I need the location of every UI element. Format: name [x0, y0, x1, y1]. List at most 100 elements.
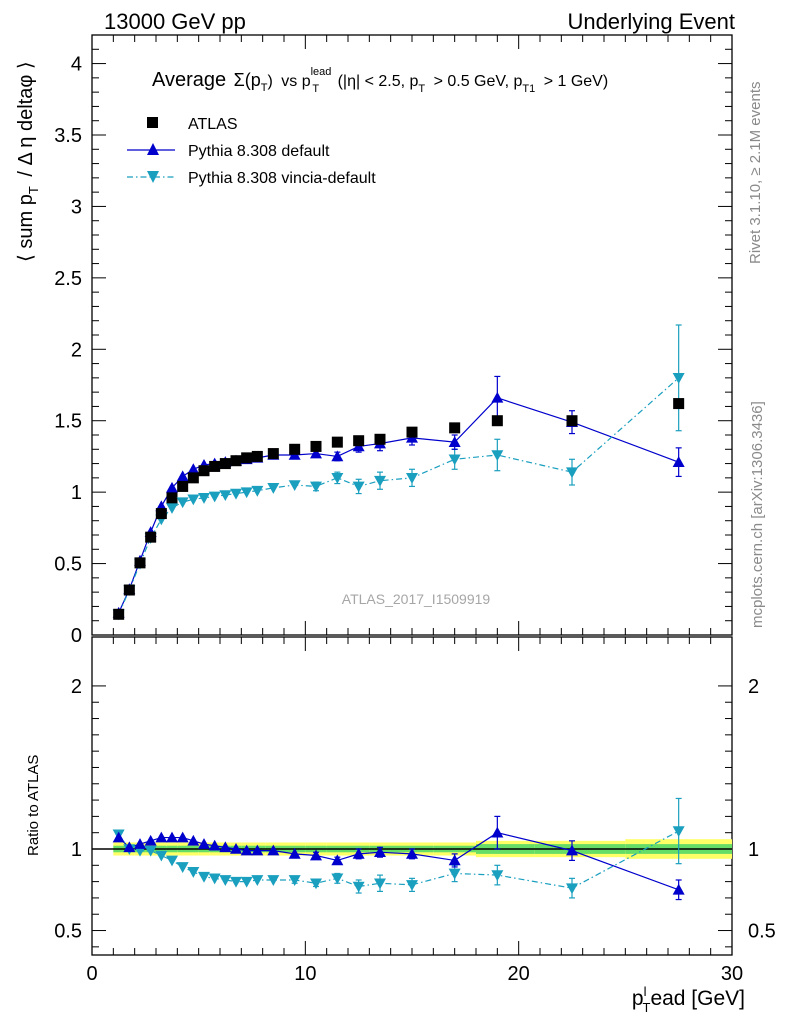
x-label-main: p: [632, 987, 644, 1010]
title-cuts: (|η| < 2.5, p: [338, 73, 419, 90]
vincia-ratio-point: [406, 880, 418, 891]
atlas-point: [289, 443, 301, 455]
vincia-ratio-point: [230, 876, 242, 888]
default-ratio-point: [230, 843, 242, 854]
default-ratio-point: [448, 854, 461, 866]
vincia-ratio-point: [176, 862, 189, 873]
legend-label-default: Pythia 8.308 default: [188, 143, 330, 160]
ratio-tick-label-left: 0.5: [54, 921, 82, 943]
legend-label-vincia: Pythia 8.308 vincia-default: [188, 170, 376, 187]
vincia-point: [448, 454, 461, 466]
default-point: [491, 391, 504, 403]
title-lead-sub: T: [312, 83, 319, 95]
default-ratio-point: [219, 841, 232, 853]
atlas-point: [209, 460, 221, 472]
vincia-point: [288, 480, 301, 491]
default-ratio-point: [288, 847, 301, 859]
title-cut2-val: > 1 GeV): [544, 73, 608, 90]
atlas-point: [177, 480, 189, 492]
y-tick-label: 4: [71, 54, 82, 76]
default-point: [310, 447, 322, 459]
title-cut1-val: > 0.5 GeV, p: [434, 73, 523, 90]
atlas-point: [113, 608, 125, 620]
vincia-ratio-point: [208, 873, 221, 885]
default-ratio-point: [198, 838, 210, 849]
default-ratio-point: [144, 834, 157, 846]
vincia-point: [374, 475, 386, 487]
vincia-ratio-point: [288, 875, 301, 886]
atlas-point: [267, 448, 279, 460]
vincia-ratio-point: [219, 875, 232, 886]
y-tick-label: 2.5: [54, 268, 82, 290]
main-data-marks: [112, 324, 685, 621]
mcplots-label: mcplots.cern.ch [arXiv:1306.3436]: [749, 401, 766, 628]
vincia-point: [566, 467, 578, 479]
y-tick-label: 3: [71, 196, 82, 218]
legend-marker-atlas: [147, 117, 158, 128]
vincia-point: [267, 483, 280, 494]
vincia-ratio-point: [672, 826, 685, 838]
vincia-point: [187, 494, 200, 506]
atlas-point: [241, 452, 253, 464]
y-label-post: / Δ η deltaφ ⟩: [15, 61, 37, 176]
atlas-point: [187, 472, 199, 484]
default-point: [187, 463, 200, 475]
title-lead-sup: lead: [311, 66, 332, 78]
x-tick-label: 20: [508, 963, 530, 985]
default-ratio-point: [112, 831, 125, 843]
default-point: [448, 436, 461, 447]
vincia-ratio-point: [166, 855, 178, 867]
atlas-point: [331, 436, 343, 448]
ratio-tick-label-right: 2: [748, 676, 759, 698]
atlas-point: [198, 465, 210, 477]
default-ratio-point: [134, 838, 146, 849]
legend-label-atlas: ATLAS: [188, 116, 238, 133]
default-point: [331, 450, 344, 462]
vincia-point: [352, 481, 365, 493]
axis-ticks: 0 10 20 3000.511.522.533.540.5 0.51 12 2: [54, 34, 776, 985]
default-ratio-point: [176, 831, 189, 843]
default-point: [672, 456, 685, 467]
default-ratio-point: [352, 847, 365, 859]
default-ratio-point: [406, 847, 418, 859]
atlas-point: [155, 508, 167, 520]
default-ratio-point: [672, 883, 685, 895]
vincia-point: [230, 488, 242, 500]
atlas-point: [406, 426, 418, 438]
vincia-point: [240, 487, 253, 499]
y-label-pre: ⟨ sum p: [15, 194, 37, 262]
atlas-point: [123, 584, 135, 596]
vincia-point: [310, 481, 322, 493]
vincia-point: [176, 497, 189, 509]
default-ratio-point: [187, 834, 200, 846]
y-label-sub: T: [26, 186, 41, 194]
y-tick-label: 3.5: [54, 125, 82, 147]
y-tick-label: 0: [71, 625, 82, 647]
atlas-point: [566, 415, 578, 427]
title-lead: Average: [152, 69, 226, 91]
vincia-ratio-point: [187, 867, 200, 878]
title-cut2-sub: T1: [522, 83, 535, 95]
vincia-ratio-point: [566, 883, 578, 895]
x-tick-label: 0: [86, 963, 97, 985]
vincia-point: [166, 503, 178, 514]
default-point: [166, 481, 178, 493]
atlas-point: [374, 433, 386, 445]
vincia-ratio-point: [331, 873, 344, 885]
y-tick-label: 0.5: [54, 554, 82, 576]
default-ratio-point: [491, 826, 504, 838]
ratio-tick-label-left: 2: [71, 676, 82, 698]
vincia-ratio-point: [155, 850, 168, 862]
header-left-label: 13000 GeV pp: [104, 9, 246, 34]
legend-marker-default: [147, 143, 159, 155]
x-tick-label: 10: [294, 963, 316, 985]
chart-title: Average Σ(pT) vs plead T (|η| < 2.5, pT >…: [152, 66, 608, 96]
x-label-rest: ead [GeV]: [650, 987, 745, 1010]
vincia-ratio-point: [352, 881, 365, 893]
x-tick-label: 30: [721, 963, 743, 985]
ratio-data-marks: [112, 797, 685, 901]
x-label-sup: l: [644, 984, 647, 999]
default-ratio-point: [166, 831, 178, 843]
header-right-label: Underlying Event: [567, 9, 735, 34]
y-tick-label: 1: [71, 482, 82, 504]
